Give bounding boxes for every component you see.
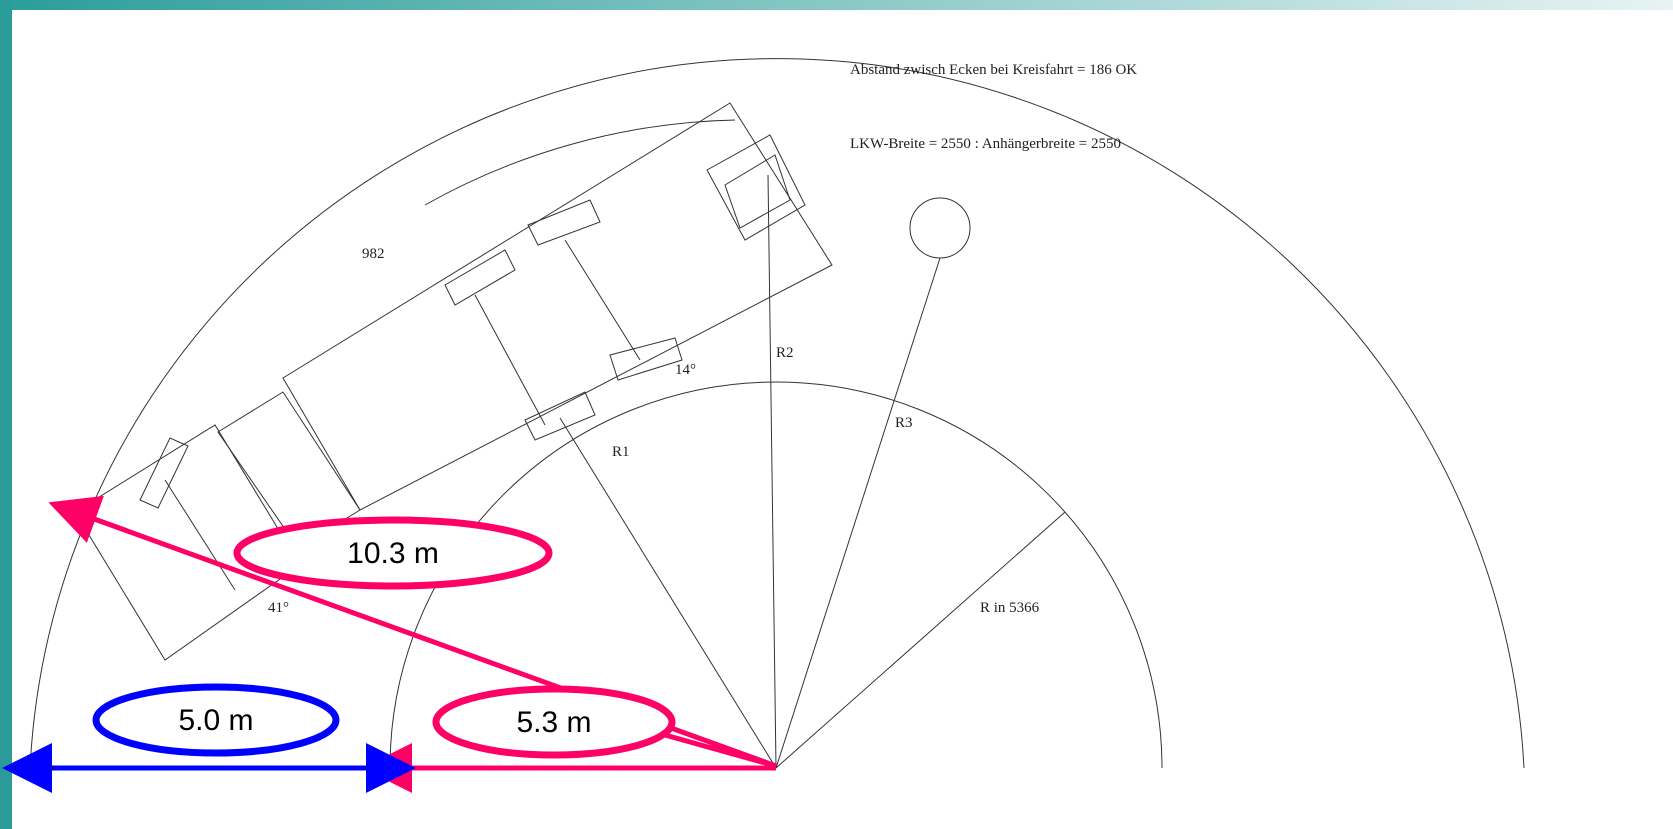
callout-text: 5.3 m bbox=[516, 706, 591, 739]
callout-text: 5.0 m bbox=[178, 704, 253, 737]
label: R1 bbox=[612, 444, 630, 460]
label: R2 bbox=[776, 345, 794, 361]
slide: Abstand zwisch Ecken bei Kreisfahrt = 18… bbox=[0, 0, 1673, 829]
note: Abstand zwisch Ecken bei Kreisfahrt = 18… bbox=[850, 62, 1137, 78]
label: 14° bbox=[675, 362, 696, 378]
label: R3 bbox=[895, 415, 913, 431]
note: LKW-Breite = 2550 : Anhängerbreite = 255… bbox=[850, 136, 1121, 152]
label: R in 5366 bbox=[980, 600, 1040, 616]
left-bar bbox=[0, 0, 12, 829]
top-bar bbox=[0, 0, 1673, 10]
label: 982 bbox=[362, 246, 385, 262]
label: 41° bbox=[268, 600, 289, 616]
callout-text: 10.3 m bbox=[347, 537, 439, 570]
